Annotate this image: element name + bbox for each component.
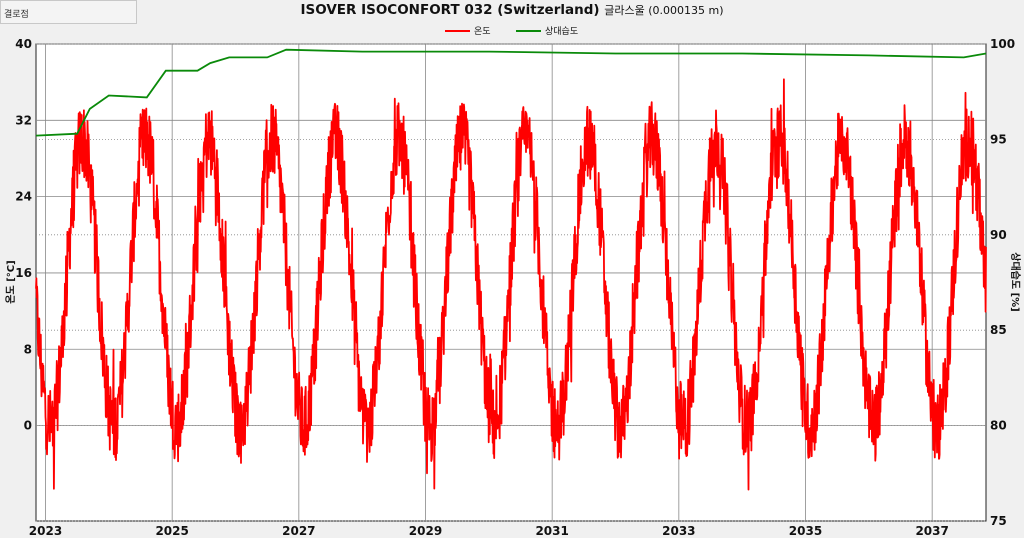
x-tick-label: 2023: [29, 524, 62, 538]
chart-title-suffix: 글라스울 (0.000135 m): [604, 4, 724, 17]
series-layer: [35, 48, 987, 491]
legend-temp-label: 온도: [474, 26, 491, 37]
y-right-tick-label: 80: [990, 419, 1007, 433]
chart-title-main: ISOVER ISOCONFORT 032 (Switzerland): [300, 2, 600, 18]
temperature-series: [35, 78, 987, 491]
x-tick-label: 2033: [662, 524, 695, 538]
dew-point-panel[interactable]: 결로점: [0, 0, 137, 24]
y-left-tick-label: 32: [15, 113, 32, 127]
x-tick-label: 2037: [915, 524, 948, 538]
dew-point-label: 결로점: [4, 10, 29, 20]
x-tick-label: 2027: [282, 524, 315, 538]
legend: 온도 상대습도: [445, 26, 578, 37]
y-left-tick-label: 16: [15, 266, 32, 280]
ticks-layer: 0 8 16 24 32 40 75 80 85 90 95 100 2023 2025 2027 2029 2…: [15, 37, 1015, 538]
humidity-series: [35, 48, 987, 137]
legend-humidity-label: 상대습도: [545, 26, 578, 37]
grid-layer: [36, 43, 986, 522]
x-tick-label: 2029: [409, 524, 442, 538]
chart-title: ISOVER ISOCONFORT 032 (Switzerland) 글라스울…: [0, 2, 1024, 18]
y-right-tick-label: 100: [990, 37, 1015, 51]
x-tick-label: 2035: [789, 524, 822, 538]
x-tick-label: 2031: [535, 524, 568, 538]
y-axis-right-label: 상대습도 [%]: [1009, 252, 1022, 311]
y-right-tick-label: 75: [990, 514, 1007, 528]
y-left-tick-label: 0: [24, 419, 32, 433]
y-right-tick-label: 85: [990, 323, 1007, 337]
y-left-tick-label: 24: [15, 190, 32, 204]
x-tick-label: 2025: [155, 524, 188, 538]
y-right-tick-label: 90: [990, 228, 1007, 242]
y-right-tick-label: 95: [990, 132, 1007, 146]
y-axis-left-label: 온도 [°C]: [5, 260, 17, 303]
y-left-tick-label: 8: [24, 342, 32, 356]
y-left-tick-label: 40: [15, 37, 32, 51]
